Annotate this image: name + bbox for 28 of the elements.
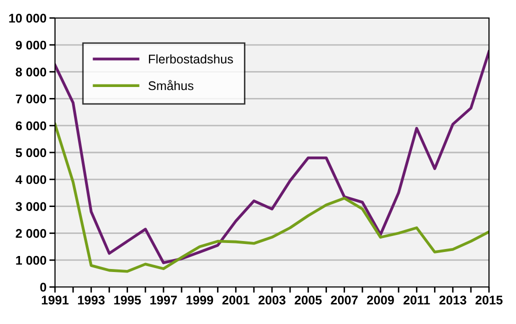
y-tick-label: 2 000: [16, 229, 46, 238]
y-tick-label: 9 000: [16, 40, 46, 50]
x-tick-label: 2015: [476, 296, 503, 305]
x-tick-label: 2013: [439, 296, 466, 305]
y-tick-label: 4 000: [16, 175, 46, 184]
x-tick-label: 2003: [258, 296, 286, 305]
legend-label: Flerbostadshus: [148, 54, 233, 64]
x-tick-label: 1995: [114, 296, 141, 305]
x-tick-label: 2007: [330, 296, 358, 305]
x-tick-label: 2011: [404, 296, 430, 305]
x-tick-label: 1999: [186, 296, 214, 305]
line-series: [55, 122, 489, 273]
y-tick-label: 7 000: [16, 94, 46, 104]
y-tick-label: 6 000: [16, 121, 46, 130]
x-tick-label: 1997: [150, 296, 177, 305]
legend-label: Småhus: [148, 80, 194, 90]
y-tick-label: 1 000: [16, 256, 46, 265]
x-tick-label: 1991: [42, 296, 69, 305]
y-tick-label: 5 000: [16, 148, 46, 158]
x-tick-label: 1993: [78, 296, 105, 305]
y-tick-label: 10 000: [9, 14, 46, 23]
x-tick-label: 2001: [222, 296, 250, 305]
y-tick-label: 0: [40, 282, 46, 292]
x-tick-label: 2005: [294, 296, 322, 305]
y-tick-label: 8 000: [16, 68, 46, 76]
y-tick-label: 3 000: [16, 202, 46, 211]
line-series: [55, 50, 489, 264]
x-tick-label: 2009: [367, 296, 394, 305]
